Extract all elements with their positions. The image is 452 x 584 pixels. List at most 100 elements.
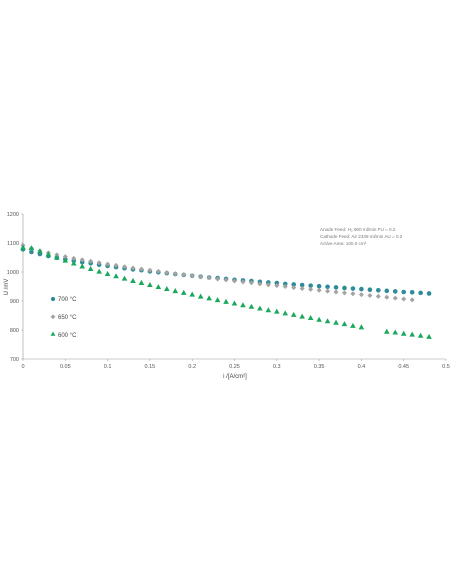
data-point [214, 297, 221, 303]
data-point [291, 282, 297, 287]
data-point [138, 279, 145, 285]
data-point [121, 275, 128, 281]
data-point [62, 257, 69, 263]
data-point [79, 263, 86, 269]
data-point [341, 290, 347, 296]
data-point [71, 255, 77, 261]
data-point [265, 282, 271, 288]
y-tick-label: 700 [10, 357, 19, 363]
y-tick-label: 1000 [7, 270, 19, 276]
data-point [308, 286, 314, 292]
data-point [358, 324, 365, 330]
data-point [62, 254, 68, 260]
data-point [198, 274, 204, 280]
legend-label-600: 600 °C [58, 333, 77, 339]
data-point [104, 270, 111, 276]
data-point [359, 286, 364, 292]
data-point [383, 328, 390, 334]
data-point [384, 294, 390, 300]
data-point [88, 258, 94, 264]
data-point [240, 279, 246, 285]
data-point [28, 245, 35, 251]
series-layer [20, 242, 432, 339]
x-tick-label: 0.45 [398, 364, 409, 370]
data-point [350, 291, 356, 297]
data-point [189, 273, 195, 279]
legend-marker-600 [50, 331, 56, 336]
data-point [274, 280, 280, 286]
data-point [206, 295, 212, 301]
data-point [197, 293, 204, 299]
data-point [308, 283, 313, 288]
data-point [274, 283, 280, 289]
data-point [426, 291, 432, 296]
x-tick-label: 0.5 [442, 364, 450, 370]
data-point [325, 288, 331, 294]
y-ticks: 700 800 900 1000 1100 1200 [7, 212, 23, 363]
data-point [147, 267, 153, 273]
y-tick-label: 900 [10, 299, 19, 305]
data-point [257, 305, 263, 311]
legend-item-650: 650 °C [50, 314, 77, 321]
data-point [358, 292, 364, 298]
data-point [290, 311, 297, 317]
data-point [418, 290, 423, 296]
data-point [392, 289, 398, 294]
data-point [325, 284, 330, 290]
data-point [181, 272, 187, 278]
x-tick-label: 0.4 [358, 364, 366, 370]
x-tick-label: 0.25 [229, 364, 240, 370]
data-point [299, 313, 305, 319]
data-point [299, 286, 305, 292]
annotation-block: Anode Feed: H₂ 900 ml/min FU = 0.2 Catho… [320, 227, 403, 246]
legend-item-700: 700 °C [50, 296, 77, 303]
y-tick-label: 1100 [7, 241, 19, 247]
data-point [350, 322, 356, 328]
x-tick-label: 0.1 [104, 364, 112, 370]
y-tick-label: 1200 [7, 212, 19, 218]
data-point [392, 329, 399, 335]
data-point [257, 281, 263, 287]
x-ticks: 0 0.05 0.1 0.15 0.2 0.25 0.3 0.35 0.4 0.45 0.5 [21, 359, 450, 370]
data-point [189, 291, 195, 297]
series-1 [20, 242, 415, 303]
data-point [333, 285, 339, 290]
data-point [70, 260, 77, 266]
x-tick-label: 0 [21, 364, 24, 370]
data-point [248, 280, 254, 286]
data-point [282, 281, 288, 287]
series-0 [20, 247, 432, 296]
data-point [155, 268, 161, 274]
legend-label-700: 700 °C [58, 297, 77, 303]
data-point [223, 277, 229, 283]
legend-label-650: 650 °C [58, 315, 77, 321]
data-point [400, 330, 407, 336]
data-point [409, 297, 415, 303]
annotation-cathode-feed: Cathode Feed: Air 2349 ml/min AU = 0.2 [320, 234, 403, 239]
y-tick-label: 800 [10, 328, 19, 334]
data-point [96, 268, 102, 274]
data-point [409, 331, 415, 337]
data-point [130, 265, 136, 271]
data-point [172, 271, 178, 277]
x-tick-label: 0.2 [188, 364, 196, 370]
data-point [316, 283, 322, 289]
y-axis-label: U /mV [4, 279, 10, 296]
data-point [384, 288, 390, 294]
x-tick-label: 0.3 [273, 364, 281, 370]
data-point [274, 308, 280, 314]
x-tick-label: 0.05 [60, 364, 71, 370]
data-point [37, 248, 43, 254]
data-point [307, 315, 314, 321]
data-point [223, 298, 229, 304]
series-2 [20, 244, 432, 339]
data-point [180, 289, 187, 295]
data-point [164, 286, 170, 292]
data-point [333, 319, 339, 325]
annotation-active-area: Active Area: 100.0 cm² [320, 241, 367, 246]
data-point [316, 316, 322, 322]
data-point [401, 296, 407, 302]
data-point [45, 251, 52, 257]
data-point [265, 307, 272, 313]
